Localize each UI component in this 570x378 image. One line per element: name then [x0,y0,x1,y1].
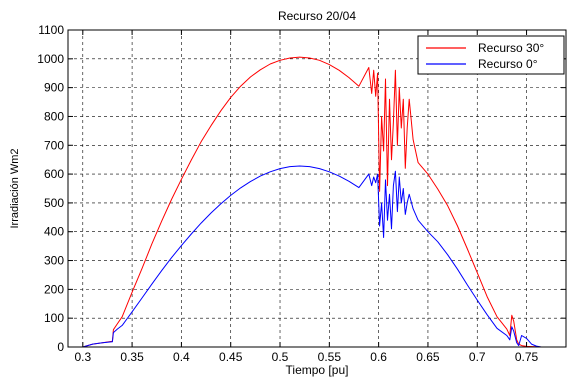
tick-labels: 0.3 0.35 0.4 0.45 0.5 0.55 0.6 0.65 0.7 0.75 0 100 2… [37,23,538,364]
series-line-recurso-0 [68,165,566,348]
y-tick-label: 700 [44,138,64,152]
grid [68,30,566,347]
x-tick-label: 0.35 [120,350,144,364]
y-tick-label: 1000 [37,52,64,66]
x-tick-label: 0.45 [219,350,243,364]
legend-box [417,35,565,75]
y-tick-label: 600 [44,167,64,181]
x-tick-label: 0.75 [515,350,539,364]
x-tick-label: 0.3 [74,350,91,364]
y-tick-label: 0 [57,340,64,354]
plot-area [68,30,566,347]
x-axis-label: Tiempo [pu] [286,363,349,377]
x-tick-label: 0.7 [469,350,486,364]
x-tick-label: 0.55 [318,350,342,364]
y-tick-label: 100 [44,311,64,325]
chart-title: Recurso 20/04 [278,9,356,23]
y-tick-label: 800 [44,109,64,123]
y-tick-label: 300 [44,254,64,268]
y-tick-label: 200 [44,282,64,296]
legend-label-recurso-0: Recurso 0° [478,57,538,71]
plot-frame [67,29,567,348]
ticks [68,29,566,348]
legend: Recurso 30° Recurso 0° [417,35,565,75]
series-line-recurso-30 [68,56,566,348]
x-tick-label: 0.65 [416,350,440,364]
y-axis-label: Irradiación Wm2 [9,148,21,228]
y-tick-label: 900 [44,81,64,95]
y-tick-label: 500 [44,196,64,210]
series-layer [68,56,566,348]
legend-label-recurso-30: Recurso 30° [478,41,544,55]
x-tick-label: 0.5 [272,350,289,364]
y-tick-label: 400 [44,225,64,239]
x-tick-label: 0.6 [370,350,387,364]
y-tick-label: 1100 [38,23,64,37]
x-tick-label: 0.4 [173,350,190,364]
